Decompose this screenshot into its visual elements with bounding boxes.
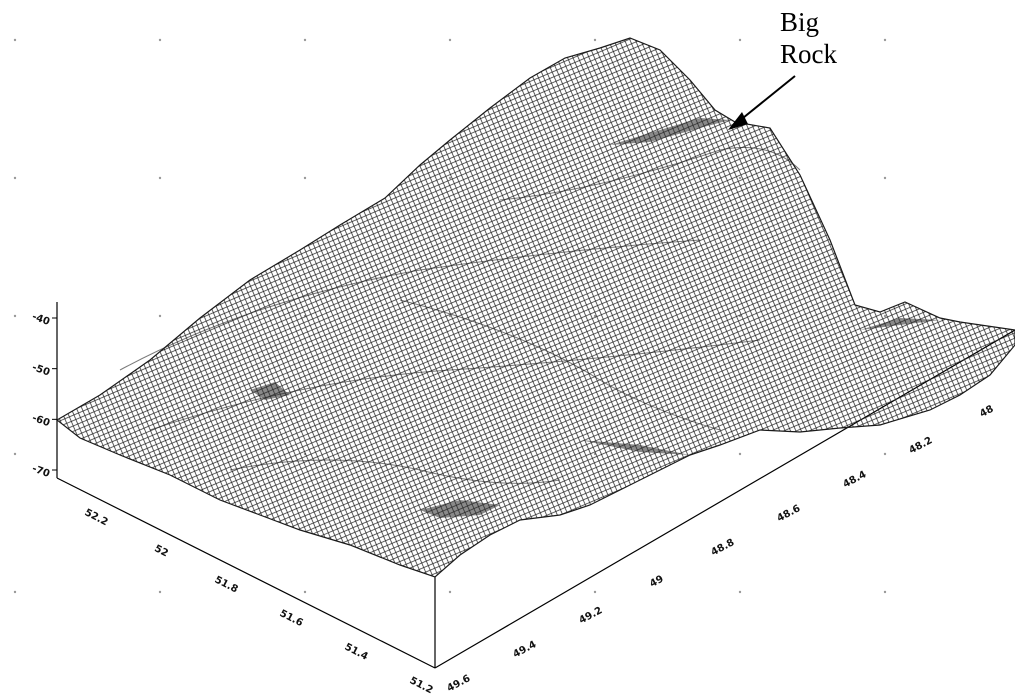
grid-dot — [883, 38, 887, 42]
big-rock-arrow — [728, 75, 796, 130]
annotation-label: Big Rock — [780, 6, 837, 71]
x-tick-label: 49.6 — [445, 673, 472, 694]
grid-dot — [13, 452, 17, 456]
grid-dot — [303, 38, 307, 42]
x-tick-label: 48.8 — [709, 537, 736, 558]
ridge-dark-2 — [420, 500, 500, 518]
grid-dot — [593, 38, 597, 42]
contour-1 — [119, 239, 701, 371]
x-tick-label: 48.4 — [841, 469, 868, 490]
ridge-dark-1 — [610, 118, 730, 145]
surface-contours — [119, 147, 801, 484]
grid-dot — [13, 38, 17, 42]
z-tick-label: -70 — [30, 463, 51, 480]
grid-dot — [448, 38, 452, 42]
grid-dot — [158, 38, 162, 42]
grid-dot — [13, 590, 17, 594]
y-tick-label: 51.2 — [408, 675, 435, 694]
ridge-dark-5 — [860, 318, 940, 330]
y-tick-label: 51.4 — [343, 642, 370, 663]
contour-2 — [149, 339, 761, 431]
x-tick-label: 48 — [978, 404, 995, 420]
x-tick-label: 48.6 — [775, 503, 802, 524]
grid-dot — [883, 176, 887, 180]
grid-dot — [448, 590, 452, 594]
grid-dot — [158, 176, 162, 180]
mesh-surface — [55, 37, 1015, 578]
y-tick-label: 52.2 — [83, 507, 110, 528]
grid-dot — [158, 590, 162, 594]
grid-dot — [303, 590, 307, 594]
z-axis-ticks: -40 -50 -60 -70 — [30, 311, 57, 480]
ridge-dark-3 — [580, 440, 690, 455]
z-tick-label: -60 — [30, 413, 51, 430]
surface-body — [55, 37, 1015, 578]
grid-dot — [303, 176, 307, 180]
y-tick-label: 52 — [152, 543, 169, 559]
x-tick-label: 49 — [648, 574, 665, 590]
grid-dot — [13, 176, 17, 180]
grid-dot — [13, 314, 17, 318]
grid-dot — [738, 452, 742, 456]
y-tick-label: 51.6 — [278, 608, 305, 629]
grid-dot — [738, 38, 742, 42]
contour-5 — [229, 459, 561, 484]
contour-4 — [499, 147, 801, 201]
annotation-line-2: Rock — [780, 39, 837, 70]
grid-dot — [883, 590, 887, 594]
x-tick-label: 48.2 — [907, 435, 934, 456]
z-tick-label: -50 — [30, 362, 51, 379]
x-tick-label: 49.2 — [577, 605, 604, 626]
grid-dot — [593, 590, 597, 594]
z-tick-label: -40 — [30, 311, 51, 328]
surface-shading — [250, 118, 940, 518]
grid-dot — [738, 590, 742, 594]
x-tick-label: 49.4 — [511, 639, 538, 660]
ridge-dark-4 — [250, 382, 290, 400]
annotation-line-1: Big — [780, 7, 820, 37]
grid-dot — [883, 452, 887, 456]
y-axis-base — [56, 477, 436, 669]
y-tick-label: 51.8 — [213, 574, 240, 595]
contour-3 — [399, 299, 721, 431]
grid-dot — [158, 314, 162, 318]
